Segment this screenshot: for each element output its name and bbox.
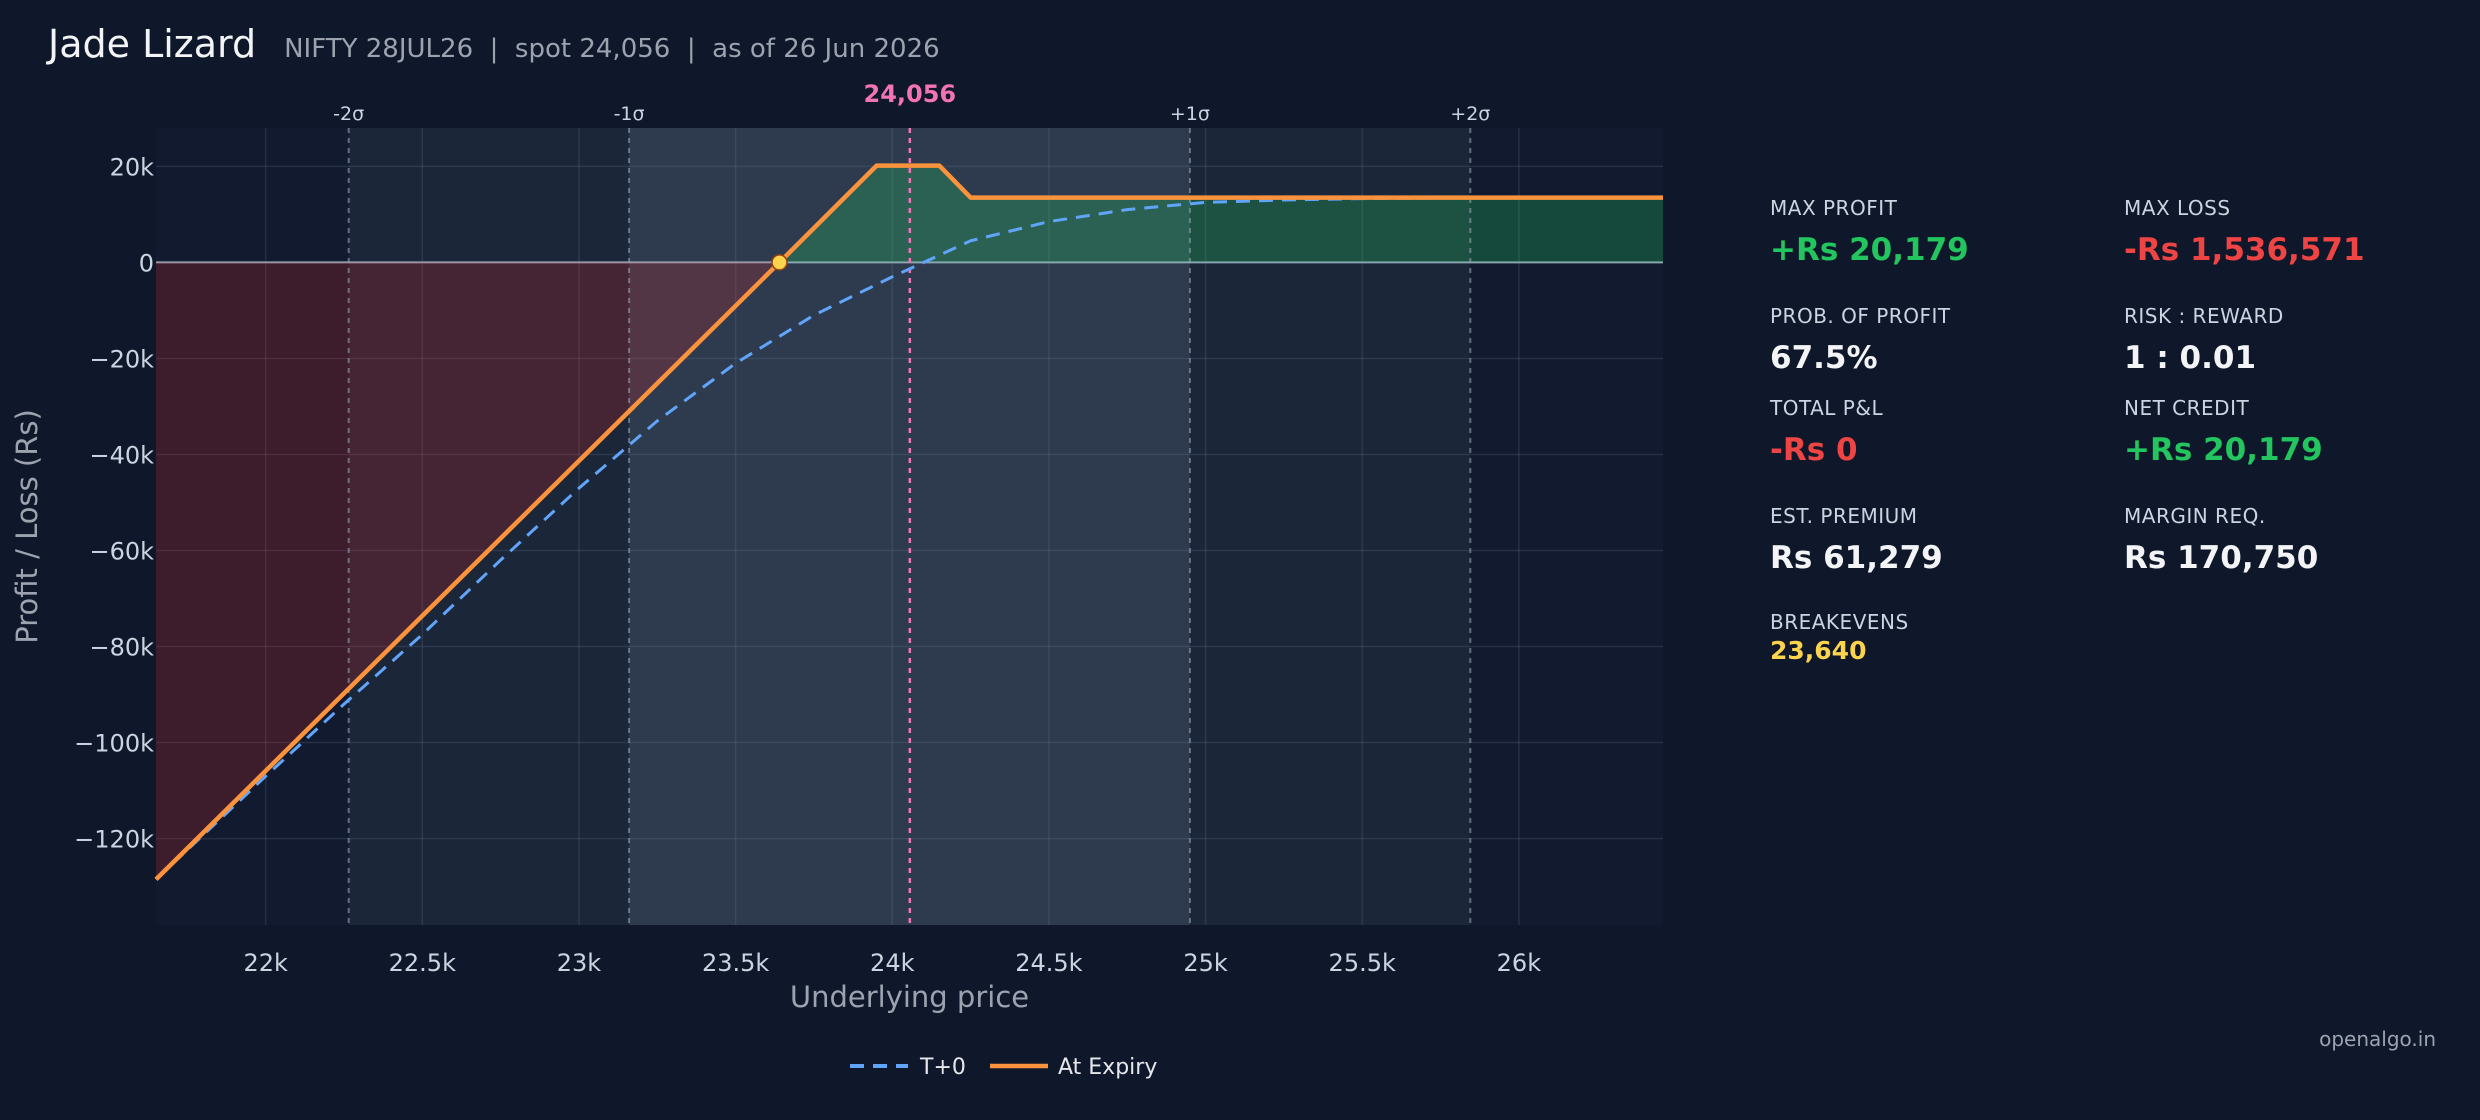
- sigma-label: -1σ: [614, 103, 645, 125]
- stat-risk-reward: RISK : REWARD 1 : 0.01: [2124, 304, 2284, 376]
- title-row: Jade Lizard NIFTY 28JUL26 | spot 24,056 …: [48, 22, 940, 78]
- payoff-chart: 22k 22.5k 23k 23.5k 24k 24.5k 25k 25.5k 26k 20k 0 −…: [10, 80, 1663, 1080]
- stat-value: Rs 61,279: [1770, 540, 1943, 576]
- stat-label: MAX PROFIT: [1770, 196, 1898, 220]
- sigma-label: +2σ: [1450, 103, 1490, 125]
- x-tick-label: 22k: [243, 949, 288, 977]
- stat-label: TOTAL P&L: [1770, 396, 1884, 420]
- stat-total-pnl: TOTAL P&L -Rs 0: [1770, 396, 1883, 468]
- stat-label: MARGIN REQ.: [2124, 504, 2266, 528]
- stat-label: EST. PREMIUM: [1770, 504, 1918, 528]
- stat-label: NET CREDIT: [2124, 396, 2250, 420]
- stat-breakevens: BREAKEVENS 23,640: [1770, 610, 1909, 665]
- x-tick-label: 23.5k: [702, 949, 769, 977]
- stat-max-loss: MAX LOSS -Rs 1,536,571: [2124, 196, 2365, 268]
- x-axis-title: Underlying price: [790, 980, 1029, 1014]
- y-tick-label: −100k: [74, 730, 154, 758]
- stat-label: PROB. OF PROFIT: [1770, 304, 1951, 328]
- stat-label: RISK : REWARD: [2124, 304, 2284, 328]
- y-axis-title: Profit / Loss (Rs): [10, 409, 44, 644]
- stat-max-profit: MAX PROFIT +Rs 20,179: [1770, 196, 1969, 268]
- y-tick-label: −40k: [89, 441, 154, 469]
- y-tick-label: −80k: [89, 634, 154, 662]
- stat-value: Rs 170,750: [2124, 540, 2319, 576]
- sigma-label: +1σ: [1170, 103, 1210, 125]
- strategy-title: Jade Lizard: [48, 22, 257, 66]
- x-tick-label: 26k: [1497, 949, 1542, 977]
- chart-subtitle: NIFTY 28JUL26 | spot 24,056 | as of 26 J…: [284, 34, 940, 64]
- x-tick-label: 23k: [557, 949, 602, 977]
- stat-value: 23,640: [1770, 636, 1867, 665]
- chart-legend: T+0 At Expiry: [850, 1055, 1157, 1080]
- stat-value: +Rs 20,179: [2124, 432, 2323, 468]
- x-tick-label: 24.5k: [1015, 949, 1082, 977]
- stat-label: MAX LOSS: [2124, 196, 2231, 220]
- stat-value: 1 : 0.01: [2124, 340, 2257, 376]
- stat-prob-profit: PROB. OF PROFIT 67.5%: [1770, 304, 1951, 376]
- sigma-label: -2σ: [333, 103, 364, 125]
- y-tick-label: 20k: [110, 153, 155, 181]
- y-tick-label: 0: [139, 249, 154, 277]
- expiry-series-line: [154, 163, 1663, 881]
- stat-label: BREAKEVENS: [1770, 610, 1909, 634]
- stat-margin-req: MARGIN REQ. Rs 170,750: [2124, 504, 2318, 576]
- stat-value: -Rs 1,536,571: [2124, 232, 2365, 268]
- legend-label-t0: T+0: [919, 1055, 966, 1080]
- brand-watermark: openalgo.in: [2319, 1027, 2436, 1051]
- stat-value: +Rs 20,179: [1770, 232, 1969, 268]
- y-tick-label: −120k: [74, 826, 154, 854]
- spot-label: 24,056: [864, 80, 957, 108]
- y-tick-label: −60k: [89, 538, 154, 566]
- stat-net-credit: NET CREDIT +Rs 20,179: [2124, 396, 2323, 468]
- breakeven-marker: [771, 254, 788, 271]
- legend-label-expiry: At Expiry: [1058, 1055, 1157, 1080]
- stat-value: -Rs 0: [1770, 432, 1858, 468]
- profit-fill: [779, 165, 1663, 263]
- x-tick-label: 24k: [870, 949, 915, 977]
- y-tick-label: −20k: [89, 345, 154, 373]
- x-tick-label: 25.5k: [1329, 949, 1396, 977]
- x-tick-label: 22.5k: [389, 949, 456, 977]
- x-tick-label: 25k: [1183, 949, 1228, 977]
- stat-value: 67.5%: [1770, 340, 1878, 376]
- stat-est-premium: EST. PREMIUM Rs 61,279: [1770, 504, 1943, 576]
